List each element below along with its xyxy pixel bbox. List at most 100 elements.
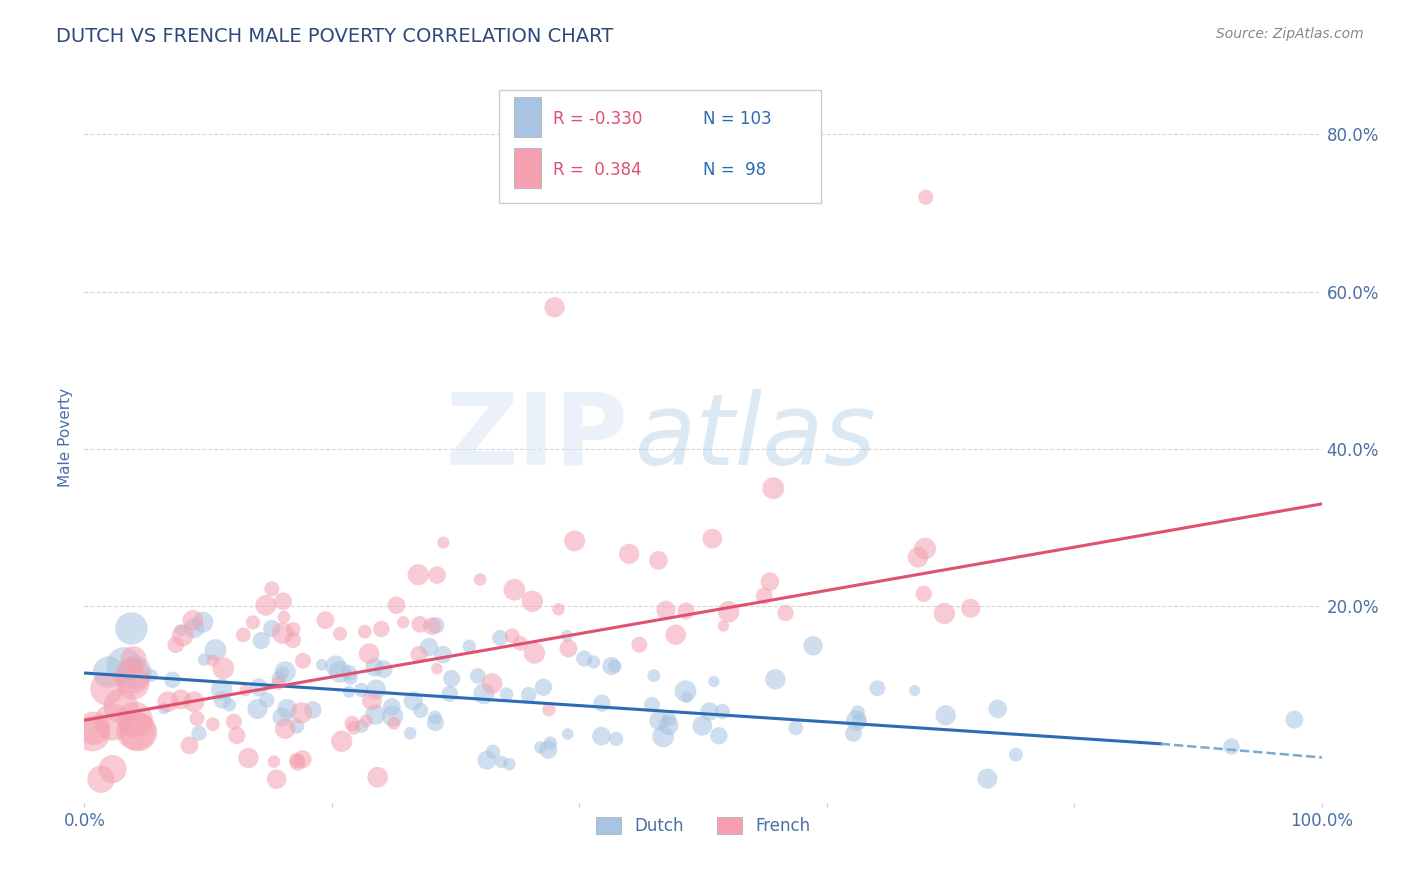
- Point: [179, 739, 201, 753]
- Point: [537, 703, 560, 717]
- Point: [96, 681, 118, 696]
- Point: [557, 641, 579, 656]
- Point: [83, 721, 105, 735]
- Point: [290, 706, 312, 720]
- Point: [432, 648, 454, 662]
- Point: [1284, 713, 1306, 727]
- Point: [582, 655, 605, 669]
- Point: [914, 541, 936, 556]
- Point: [124, 713, 146, 727]
- Point: [90, 772, 112, 787]
- Point: [120, 622, 142, 636]
- Point: [409, 703, 432, 717]
- Point: [361, 693, 384, 707]
- Point: [339, 671, 361, 685]
- Point: [354, 714, 377, 728]
- Point: [211, 693, 233, 707]
- Point: [186, 712, 208, 726]
- Point: [191, 615, 214, 630]
- Point: [363, 660, 385, 674]
- Point: [703, 674, 725, 689]
- Point: [426, 662, 449, 676]
- Point: [112, 657, 135, 672]
- Point: [337, 685, 360, 699]
- Point: [600, 659, 623, 673]
- Point: [381, 709, 404, 723]
- Point: [754, 589, 776, 603]
- Point: [329, 665, 352, 679]
- Point: [425, 618, 447, 632]
- Point: [254, 599, 277, 613]
- Text: R = -0.330: R = -0.330: [554, 110, 643, 128]
- Point: [271, 710, 294, 724]
- Point: [274, 722, 297, 736]
- Point: [495, 687, 517, 701]
- Point: [399, 726, 422, 740]
- Point: [713, 619, 735, 633]
- Point: [260, 622, 283, 636]
- Point: [201, 653, 224, 667]
- Point: [101, 714, 124, 729]
- Point: [763, 673, 786, 687]
- Point: [475, 753, 498, 767]
- Point: [564, 533, 586, 548]
- Point: [543, 301, 565, 315]
- Point: [242, 615, 264, 630]
- Point: [458, 639, 481, 653]
- Point: [402, 694, 425, 708]
- Point: [538, 736, 561, 750]
- Point: [914, 190, 936, 204]
- Point: [523, 646, 546, 660]
- Y-axis label: Male Poverty: Male Poverty: [58, 387, 73, 487]
- Point: [285, 753, 308, 767]
- Point: [181, 613, 204, 627]
- Point: [373, 662, 395, 676]
- Text: R =  0.384: R = 0.384: [554, 161, 643, 179]
- Point: [907, 550, 929, 565]
- Point: [408, 648, 430, 662]
- Point: [169, 624, 191, 638]
- Point: [987, 702, 1010, 716]
- Point: [101, 762, 124, 776]
- Bar: [513, 148, 541, 188]
- Point: [350, 682, 373, 697]
- Point: [392, 615, 415, 630]
- Point: [647, 553, 669, 567]
- Point: [260, 582, 283, 596]
- Point: [665, 628, 688, 642]
- Point: [238, 751, 260, 765]
- Point: [934, 607, 956, 621]
- Point: [291, 654, 314, 668]
- Point: [218, 698, 240, 712]
- Point: [153, 701, 176, 715]
- Point: [759, 574, 782, 589]
- Point: [658, 712, 681, 726]
- Point: [503, 582, 526, 597]
- Point: [122, 676, 145, 690]
- Point: [156, 695, 179, 709]
- Point: [165, 638, 187, 652]
- Point: [1220, 739, 1243, 754]
- Point: [866, 681, 889, 696]
- Point: [846, 706, 869, 720]
- Point: [976, 772, 998, 786]
- Point: [418, 640, 440, 654]
- Point: [325, 658, 347, 673]
- Point: [785, 721, 807, 735]
- Point: [845, 714, 868, 728]
- Text: ZIP: ZIP: [446, 389, 628, 485]
- Text: Source: ZipAtlas.com: Source: ZipAtlas.com: [1216, 27, 1364, 41]
- Point: [121, 669, 143, 683]
- Point: [273, 610, 295, 624]
- Point: [675, 690, 697, 705]
- Point: [283, 622, 305, 636]
- Point: [707, 729, 730, 743]
- Point: [125, 723, 148, 738]
- Point: [340, 716, 363, 731]
- Point: [122, 652, 145, 666]
- Point: [193, 652, 215, 666]
- Point: [381, 699, 404, 714]
- Point: [212, 661, 235, 675]
- Point: [247, 681, 270, 695]
- Point: [775, 606, 797, 620]
